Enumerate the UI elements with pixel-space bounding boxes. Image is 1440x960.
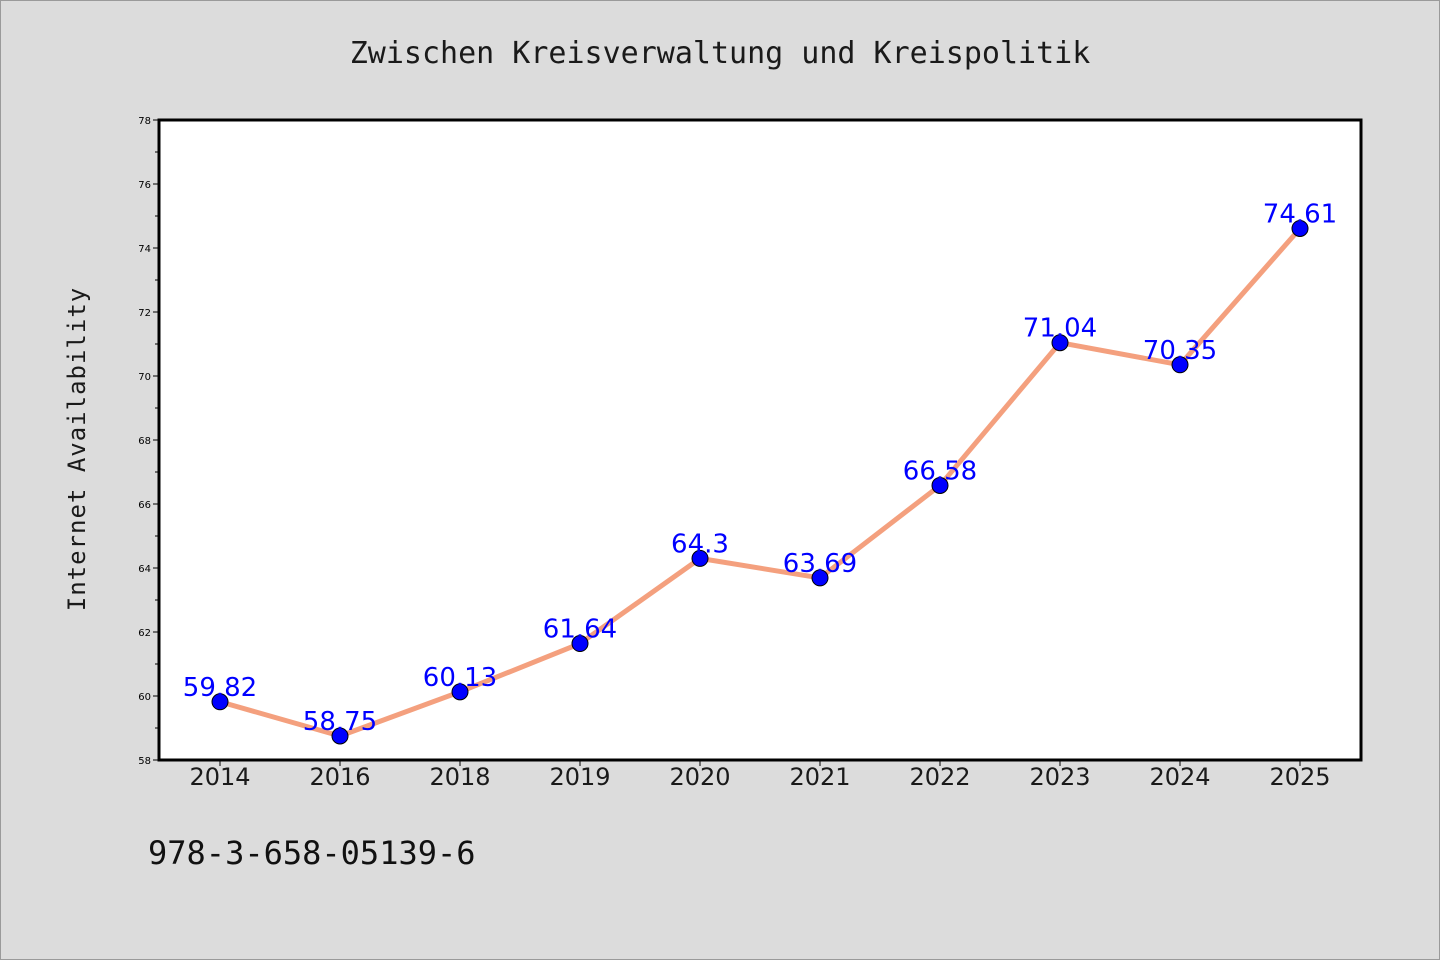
data-point (931, 476, 949, 494)
y-tick-label: 66 (138, 500, 151, 511)
y-tick-label: 74 (138, 244, 151, 255)
y-axis: 58 60 62 64 66 68 70 72 74 76 78 (138, 116, 159, 767)
x-tick-label: 2019 (549, 763, 610, 791)
data-point (211, 693, 229, 711)
x-tick-label: 2024 (1149, 763, 1210, 791)
data-label: 74.61 (1263, 199, 1337, 229)
data-point (571, 635, 589, 653)
y-tick-label: 76 (138, 180, 151, 191)
y-tick-label: 68 (138, 436, 151, 447)
y-tick-label: 58 (138, 756, 151, 767)
data-label: 58.75 (303, 707, 377, 737)
data-point (331, 727, 349, 745)
series-line (217, 225, 1303, 739)
y-tick-label: 72 (138, 308, 151, 319)
data-label: 70.35 (1143, 336, 1217, 366)
y-tick-label: 70 (138, 372, 151, 383)
data-label: 61.64 (543, 615, 617, 645)
plot-area (157, 118, 1363, 762)
data-point (811, 569, 829, 587)
y-axis-label: Internet Availability (63, 287, 91, 611)
y-tick-label: 78 (138, 116, 151, 127)
y-tick-label: 64 (138, 564, 151, 575)
data-point (1291, 219, 1309, 237)
data-label: 63.69 (783, 549, 857, 579)
series (217, 225, 1303, 739)
markers (211, 219, 1309, 745)
x-tick-label: 2023 (1029, 763, 1090, 791)
data-label: 60.13 (423, 663, 497, 693)
x-axis: 2014 2016 2018 2019 2020 2021 2022 2023 2024 2025 (189, 760, 1331, 791)
isbn-text: 978-3-658-05139-6 (148, 834, 476, 872)
data-point (1171, 356, 1189, 374)
x-tick-label: 2025 (1269, 763, 1330, 791)
data-label: 66.58 (903, 456, 977, 486)
x-tick-label: 2021 (789, 763, 850, 791)
y-tick-label: 60 (138, 692, 151, 703)
data-point (451, 683, 469, 701)
x-tick-label: 2014 (189, 763, 250, 791)
x-tick-label: 2018 (429, 763, 490, 791)
x-tick-label: 2016 (309, 763, 370, 791)
x-tick-label: 2022 (909, 763, 970, 791)
x-tick-label: 2020 (669, 763, 730, 791)
data-point (691, 549, 709, 567)
data-point (1051, 334, 1069, 352)
data-label: 71.04 (1023, 314, 1097, 344)
data-label: 64.3 (671, 529, 729, 559)
y-tick-label: 62 (138, 628, 151, 639)
chart-title: Zwischen Kreisverwaltung und Kreispoliti… (350, 36, 1091, 71)
data-labels: 59.82 58.75 60.13 61.64 64.3 63.69 66.58 71.04 7… (183, 199, 1337, 737)
data-label: 59.82 (183, 673, 257, 703)
